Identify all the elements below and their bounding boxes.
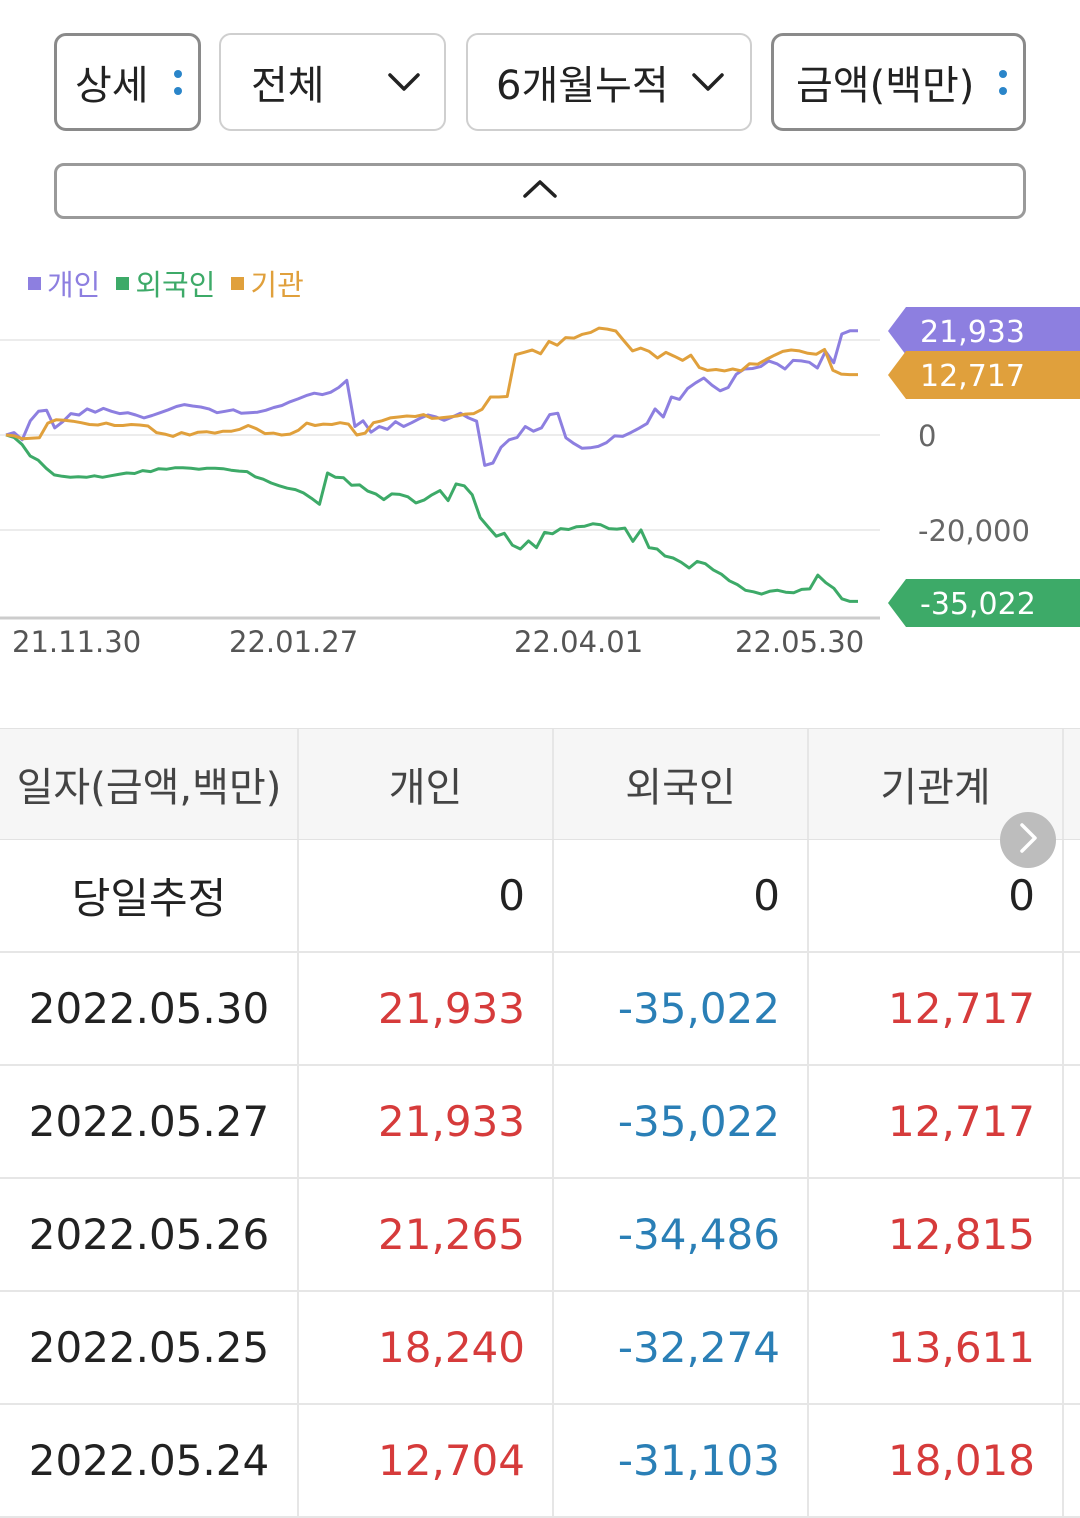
row-institution: 12,717 — [888, 1097, 1035, 1146]
row-institution: 13,611 — [888, 1323, 1035, 1372]
table-row[interactable]: 2022.05.24 12,704 -31,103 18,018 — [0, 1405, 1080, 1518]
detail-select-label: 상세 — [75, 63, 149, 109]
x-tick-label: 21.11.30 — [12, 625, 141, 659]
end-value-label: 21,933 — [920, 315, 1025, 350]
legend-item-institution[interactable]: 기관 — [231, 262, 304, 304]
scope-select[interactable]: 전체 — [219, 33, 446, 131]
period-select-label: 6개월누적 — [496, 63, 669, 109]
table-row[interactable]: 당일추정 0 0 0 — [0, 840, 1080, 953]
column-header-foreign: 외국인 — [625, 765, 736, 811]
chevron-down-icon — [386, 64, 422, 100]
row-foreign: -35,022 — [617, 1097, 780, 1146]
chevron-down-icon — [690, 64, 726, 100]
end-value-tag — [888, 579, 1080, 627]
detail-select[interactable]: 상세 — [54, 33, 201, 131]
scroll-right-button[interactable] — [1000, 812, 1056, 868]
end-value-tag — [888, 351, 1080, 399]
row-individual: 18,240 — [378, 1323, 525, 1372]
row-date: 2022.05.24 — [28, 1436, 270, 1485]
row-institution: 12,815 — [888, 1210, 1035, 1259]
row-date: 2022.05.27 — [28, 1097, 270, 1146]
more-dots-icon — [174, 69, 182, 95]
row-date: 2022.05.30 — [28, 984, 270, 1033]
row-foreign: -35,022 — [617, 984, 780, 1033]
chart-legend: 개인 외국인 기관 — [28, 262, 304, 304]
end-value-tag — [888, 307, 1080, 355]
row-foreign: -34,486 — [617, 1210, 780, 1259]
y-tick-label: 0 — [918, 419, 936, 453]
x-tick-label: 22.04.01 — [514, 625, 643, 659]
column-header-individual: 개인 — [388, 765, 463, 811]
row-date: 2022.05.26 — [28, 1210, 270, 1259]
legend-item-foreign[interactable]: 외국인 — [116, 262, 215, 304]
legend-item-individual[interactable]: 개인 — [28, 262, 100, 304]
series-line-0 — [5, 329, 858, 467]
row-institution: 12,717 — [888, 984, 1035, 1033]
more-dots-icon — [999, 69, 1007, 95]
row-foreign: -32,274 — [617, 1323, 780, 1372]
row-individual: 21,265 — [378, 1210, 525, 1259]
row-foreign: 0 — [753, 871, 780, 920]
legend-label: 기관 — [250, 268, 304, 302]
investor-trend-chart: 0 -20,000 21.11.30 22.01.27 22.04.01 22.05.30… — [0, 307, 1080, 659]
table-row[interactable]: 2022.05.30 21,933 -35,022 12,717 — [0, 953, 1080, 1066]
chevron-right-icon — [1017, 822, 1039, 858]
row-individual: 21,933 — [378, 1097, 525, 1146]
row-date: 2022.05.25 — [28, 1323, 270, 1372]
chevron-up-icon — [522, 178, 558, 204]
end-value-label: 12,717 — [920, 359, 1025, 394]
legend-swatch — [116, 276, 130, 290]
column-header-date: 일자(금액,백만) — [16, 765, 282, 811]
column-header-institution: 기관계 — [880, 765, 991, 811]
legend-swatch — [231, 276, 245, 290]
period-select[interactable]: 6개월누적 — [466, 33, 752, 131]
table-header: 일자(금액,백만) 개인 외국인 기관계 — [0, 728, 1080, 840]
filter-bar: 상세 전체 6개월누적 금액(백만) — [0, 33, 1080, 135]
row-individual: 21,933 — [378, 984, 525, 1033]
row-institution: 0 — [1008, 871, 1035, 920]
series-line-2 — [5, 326, 858, 441]
table-row[interactable]: 2022.05.26 21,265 -34,486 12,815 — [0, 1179, 1080, 1292]
scope-select-label: 전체 — [251, 63, 325, 109]
row-foreign: -31,103 — [617, 1436, 780, 1485]
y-tick-label: -20,000 — [918, 514, 1030, 548]
unit-select-label: 금액(백만) — [796, 63, 975, 109]
row-individual: 0 — [498, 871, 525, 920]
legend-label: 외국인 — [135, 268, 216, 302]
table-row[interactable]: 2022.05.25 18,240 -32,274 13,611 — [0, 1292, 1080, 1405]
end-value-label: -35,022 — [920, 587, 1036, 622]
collapse-chart-button[interactable] — [54, 163, 1026, 219]
unit-select[interactable]: 금액(백만) — [771, 33, 1026, 131]
legend-label: 개인 — [47, 268, 101, 302]
row-institution: 18,018 — [888, 1436, 1035, 1485]
table-row[interactable]: 2022.05.27 21,933 -35,022 12,717 — [0, 1066, 1080, 1179]
x-tick-label: 22.05.30 — [735, 625, 864, 659]
x-tick-label: 22.01.27 — [229, 625, 358, 659]
row-individual: 12,704 — [378, 1436, 525, 1485]
series-line-1 — [5, 433, 858, 603]
legend-swatch — [28, 276, 41, 290]
row-date: 당일추정 — [71, 874, 227, 923]
